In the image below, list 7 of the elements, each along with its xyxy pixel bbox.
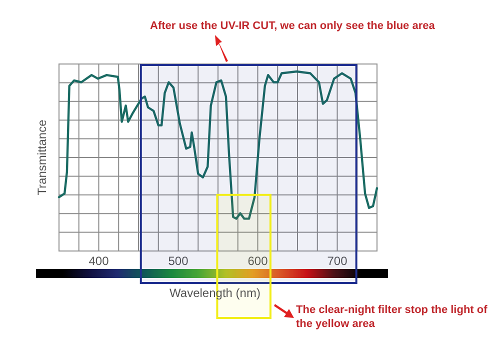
x-tick-label: 700 (327, 254, 348, 268)
text: After use the UV-IR CUT, we can only see the blue area (150, 20, 436, 32)
x-tick-label: 400 (88, 254, 110, 268)
text: The clear-night filter stop the light of the yellow area (296, 304, 488, 330)
x-tick-label: 500 (168, 254, 189, 268)
x-tick-label: 600 (248, 254, 268, 268)
y-axis-title: Transmittance (35, 119, 49, 196)
